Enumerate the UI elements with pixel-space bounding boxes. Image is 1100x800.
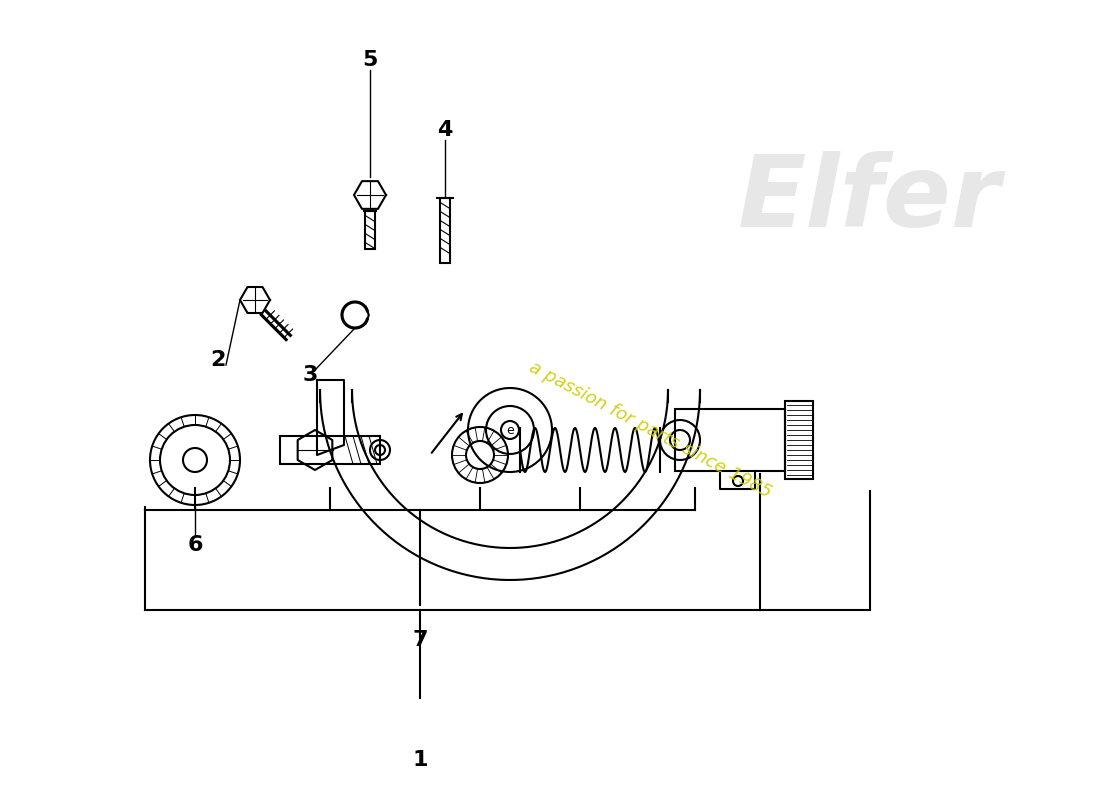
Bar [675, 409, 785, 471]
Text: e: e [506, 423, 514, 437]
Text: 5: 5 [362, 50, 377, 70]
Text: 4: 4 [438, 120, 453, 140]
Bar [280, 436, 380, 464]
Bar [785, 401, 813, 479]
Text: a passion for parts since 1985: a passion for parts since 1985 [526, 358, 774, 502]
Bar [440, 198, 450, 263]
Bar [365, 211, 375, 249]
Text: 1: 1 [412, 750, 428, 770]
Text: 7: 7 [412, 630, 428, 650]
Text: 3: 3 [302, 365, 318, 385]
Text: 6: 6 [187, 535, 202, 555]
Text: 2: 2 [210, 350, 225, 370]
Text: Elfer: Elfer [738, 151, 1002, 249]
